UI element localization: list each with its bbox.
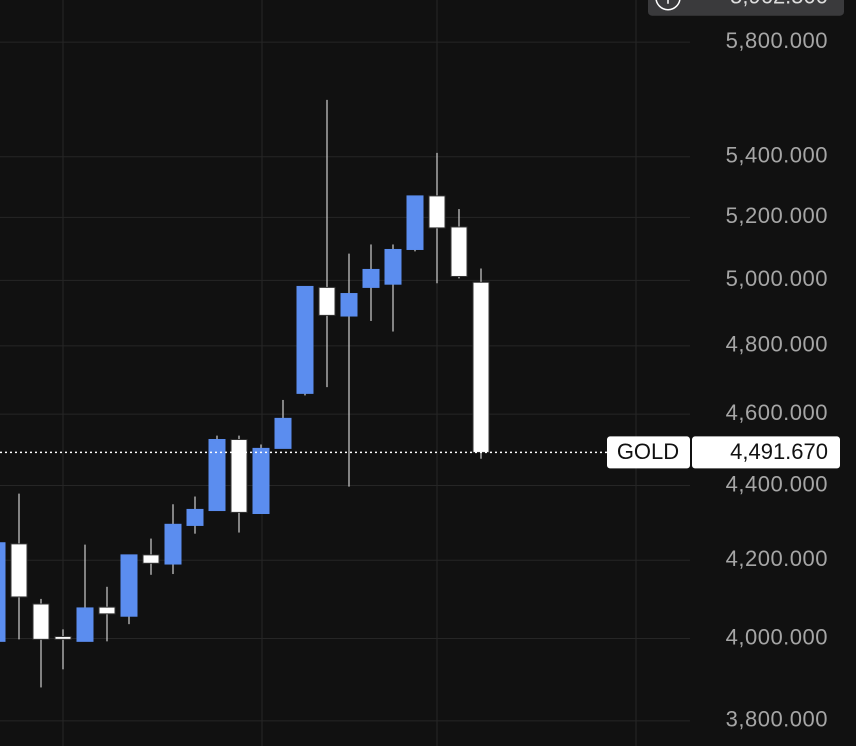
- overlay: GOLD 4,491.670 5,962.500: [0, 0, 844, 469]
- crosshair-box: [648, 0, 844, 16]
- candle-body: [230, 439, 248, 513]
- candle-body: [274, 417, 292, 449]
- add-alert-icon: [655, 0, 681, 11]
- candle-body: [384, 248, 402, 285]
- candle-body: [186, 508, 204, 526]
- y-tick-label: 4,200.000: [726, 546, 828, 571]
- candle-body: [340, 293, 358, 317]
- y-tick-label: 5,200.000: [726, 203, 828, 228]
- candle-body: [296, 285, 314, 394]
- candle-body: [428, 195, 446, 229]
- candle-body: [98, 606, 116, 615]
- candle-body: [10, 543, 28, 598]
- candle-body: [318, 286, 336, 316]
- candle-body: [362, 268, 380, 288]
- y-tick-label: 4,000.000: [726, 624, 828, 649]
- symbol-box: [607, 436, 690, 469]
- candle-body: [0, 542, 6, 642]
- y-tick-label: 4,600.000: [726, 400, 828, 425]
- candle-body: [164, 523, 182, 565]
- candles: [0, 99, 490, 688]
- candle-body: [54, 636, 72, 640]
- y-tick-label: 4,800.000: [726, 332, 828, 357]
- candle-body: [406, 195, 424, 250]
- crosshair-label: 5,962.500: [730, 0, 828, 9]
- y-tick-label: 3,800.000: [726, 707, 828, 732]
- last-price-label: 4,491.670: [730, 439, 828, 464]
- last-price-box: [692, 436, 840, 469]
- add-alert-plus: [667, 0, 669, 4]
- candle-body: [472, 281, 490, 453]
- y-tick-label: 5,400.000: [726, 143, 828, 168]
- symbol-label: GOLD: [617, 439, 679, 464]
- y-tick-label: 5,800.000: [726, 28, 828, 53]
- candle-body: [252, 447, 270, 515]
- candle-body: [450, 226, 468, 277]
- candle-body: [76, 607, 94, 642]
- candle-body: [142, 554, 160, 564]
- vertical-grid: [62, 0, 637, 746]
- y-tick-label: 5,000.000: [726, 266, 828, 291]
- grid: 3,800.000 4,000.000 4,200.000 4,400.000 4,60…: [0, 28, 828, 732]
- y-tick-label: 4,400.000: [726, 471, 828, 496]
- candle-body: [120, 554, 138, 617]
- candle-body: [208, 439, 226, 512]
- candle-body: [32, 603, 50, 640]
